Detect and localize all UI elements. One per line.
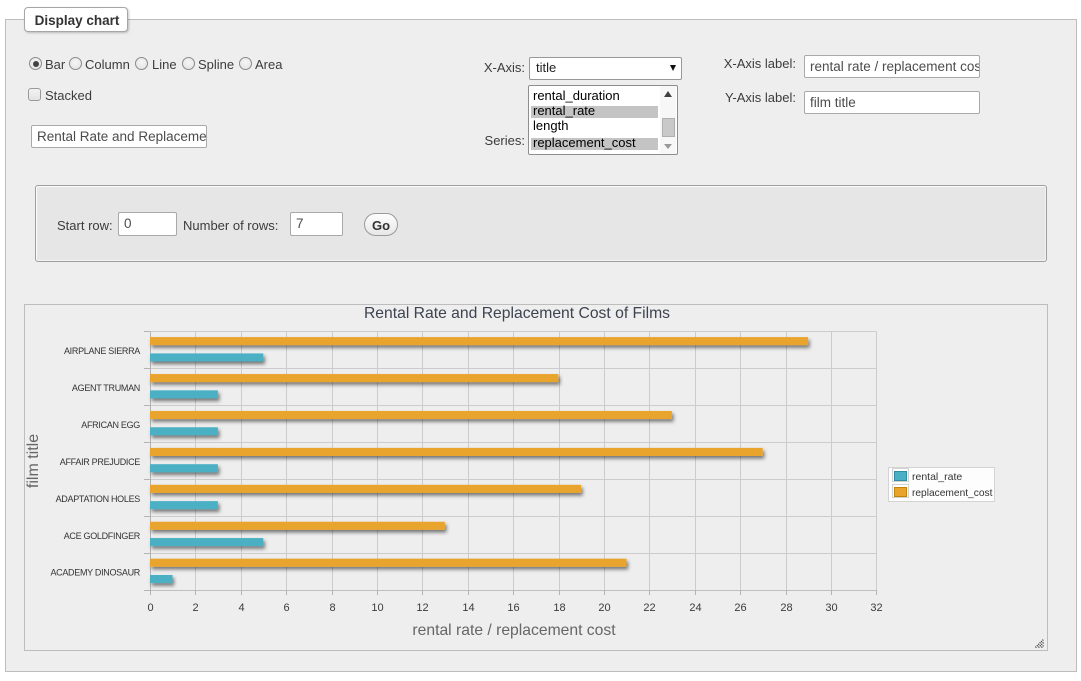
svg-text:32: 32 [870, 602, 882, 614]
svg-text:replacement_cost: replacement_cost [912, 488, 993, 499]
svg-text:0: 0 [147, 602, 153, 614]
svg-text:16: 16 [507, 602, 519, 614]
svg-text:28: 28 [780, 602, 792, 614]
svg-text:18: 18 [553, 602, 565, 614]
svg-text:8: 8 [329, 602, 335, 614]
svg-text:rental rate / replacement cost: rental rate / replacement cost [412, 622, 616, 639]
svg-text:20: 20 [598, 602, 610, 614]
svg-text:AIRPLANE SIERRA: AIRPLANE SIERRA [64, 346, 140, 356]
svg-text:rental_rate: rental_rate [912, 471, 962, 483]
svg-text:26: 26 [734, 602, 746, 614]
svg-text:6: 6 [283, 602, 289, 614]
svg-text:14: 14 [462, 602, 474, 614]
svg-text:AFFAIR PREJUDICE: AFFAIR PREJUDICE [60, 457, 141, 467]
svg-text:ADAPTATION HOLES: ADAPTATION HOLES [56, 494, 141, 504]
svg-text:10: 10 [371, 602, 383, 614]
svg-text:30: 30 [825, 602, 837, 614]
svg-text:2: 2 [192, 602, 198, 614]
svg-text:AFRICAN EGG: AFRICAN EGG [81, 420, 140, 430]
svg-text:22: 22 [643, 602, 655, 614]
svg-text:24: 24 [689, 602, 701, 614]
svg-text:ACE GOLDFINGER: ACE GOLDFINGER [64, 531, 141, 541]
svg-text:Rental Rate and Replacement Co: Rental Rate and Replacement Cost of Film… [364, 305, 670, 322]
svg-text:AGENT TRUMAN: AGENT TRUMAN [72, 383, 140, 393]
svg-text:12: 12 [416, 602, 428, 614]
svg-text:ACADEMY DINOSAUR: ACADEMY DINOSAUR [50, 568, 140, 578]
svg-text:4: 4 [238, 602, 244, 614]
svg-text:film title: film title [25, 434, 42, 488]
